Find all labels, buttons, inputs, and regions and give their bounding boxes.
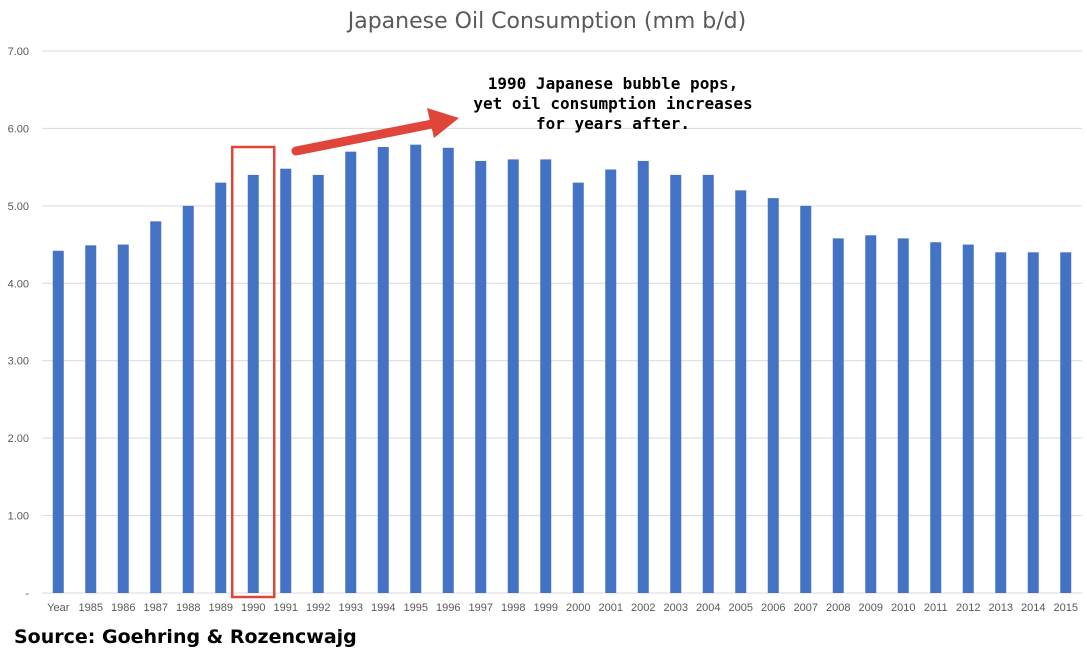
annotation-line: 1990 Japanese bubble pops, — [488, 74, 738, 93]
x-tick-label: 2000 — [566, 602, 590, 614]
bar-2013 — [995, 252, 1007, 594]
x-tick-label: Year — [47, 602, 70, 614]
x-tick-label: 1999 — [534, 602, 558, 614]
y-tick-label: 1.00 — [8, 511, 29, 523]
x-tick-label: 2013 — [989, 602, 1013, 614]
bar-1997 — [475, 160, 487, 593]
bar-1991 — [280, 168, 292, 594]
y-tick-label: 6.00 — [8, 123, 29, 135]
bar-2009 — [865, 235, 877, 593]
chart-title: Japanese Oil Consumption (mm b/d) — [346, 9, 746, 34]
x-tick-label: 2007 — [794, 602, 818, 614]
bar-1985 — [85, 245, 97, 594]
bar-1989 — [215, 182, 227, 593]
x-tick-label: 2008 — [826, 602, 850, 614]
bar-1998 — [507, 159, 519, 593]
x-tick-label: 2010 — [891, 602, 915, 614]
x-tick-label: 2012 — [956, 602, 980, 614]
bar-2005 — [735, 190, 747, 593]
x-tick-label: 2011 — [924, 602, 948, 614]
annotation-arrow-head — [427, 108, 459, 138]
bar-1994 — [377, 147, 389, 594]
bar-1990 — [247, 174, 259, 593]
x-tick-label: 2006 — [761, 602, 785, 614]
bar-1996 — [442, 147, 454, 594]
bars — [52, 144, 1072, 594]
x-tick-label: 2001 — [599, 602, 623, 614]
x-tick-label: 1990 — [241, 602, 265, 614]
x-tick-label: 2009 — [859, 602, 883, 614]
x-tick-label: 1988 — [176, 602, 200, 614]
x-tick-label: 1986 — [111, 602, 135, 614]
x-tick-label: 1997 — [469, 602, 493, 614]
bar-2010 — [897, 238, 909, 593]
bar-2004 — [702, 174, 714, 593]
bar-2001 — [605, 169, 617, 594]
annotation-line: for years after. — [536, 114, 690, 133]
highlight-box-1990 — [231, 145, 276, 599]
x-tick-label: 2005 — [729, 602, 753, 614]
bar-2007 — [800, 205, 812, 593]
x-tick-label: 1993 — [339, 602, 363, 614]
bar-1995 — [410, 144, 422, 593]
bar-1993 — [345, 151, 357, 593]
y-tick-label: 3.00 — [8, 356, 29, 368]
bar-1999 — [540, 159, 552, 593]
bar-2008 — [832, 238, 844, 593]
x-tick-label: 1994 — [371, 602, 395, 614]
annotation-text: 1990 Japanese bubble pops, yet oil consum… — [473, 74, 752, 133]
bar-1987 — [150, 221, 162, 594]
bar-1992 — [312, 174, 324, 593]
x-tick-label: 1989 — [209, 602, 233, 614]
y-tick-label: 2.00 — [8, 433, 29, 445]
x-tick-label: 1985 — [79, 602, 103, 614]
y-tick-label: 4.00 — [8, 278, 29, 290]
x-tick-label: 1995 — [404, 602, 428, 614]
bar-2015 — [1060, 252, 1072, 594]
x-tick-label: 1998 — [501, 602, 525, 614]
bar-2003 — [670, 174, 682, 593]
x-tick-label: 2015 — [1054, 602, 1078, 614]
bar-2014 — [1027, 252, 1039, 594]
bar-2002 — [637, 160, 649, 593]
y-tick-label: 5.00 — [8, 201, 29, 213]
x-tick-label: 2002 — [631, 602, 655, 614]
x-axis-tick-labels: Year 1985 1986 1987 1988 1989 1990 1991 1992 1993… — [47, 602, 1078, 614]
bar-1988 — [182, 205, 194, 593]
x-tick-label: 2003 — [664, 602, 688, 614]
annotation-arrow-shaft — [291, 119, 437, 156]
x-tick-label: 1992 — [306, 602, 330, 614]
bar-2012 — [962, 244, 974, 594]
bar-2000 — [572, 182, 584, 593]
y-axis-tick-labels: - 1.00 2.00 3.00 4.00 5.00 6.00 7.00 — [8, 46, 30, 600]
x-tick-label: 2014 — [1021, 602, 1045, 614]
y-tick-label: - — [25, 588, 29, 600]
x-tick-label: 1991 — [274, 602, 298, 614]
y-tick-label: 7.00 — [8, 46, 29, 58]
x-tick-label: 1987 — [144, 602, 168, 614]
bar-year — [52, 250, 64, 593]
bar-2006 — [767, 198, 779, 593]
annotation-arrow — [291, 108, 459, 156]
bar-1986 — [117, 244, 129, 594]
x-tick-label: 2004 — [696, 602, 720, 614]
annotation-line: yet oil consumption increases — [473, 94, 752, 113]
x-tick-label: 1996 — [436, 602, 460, 614]
bar-2011 — [930, 242, 942, 593]
source-caption: Source: Goehring & Rozencwajg — [14, 626, 357, 648]
